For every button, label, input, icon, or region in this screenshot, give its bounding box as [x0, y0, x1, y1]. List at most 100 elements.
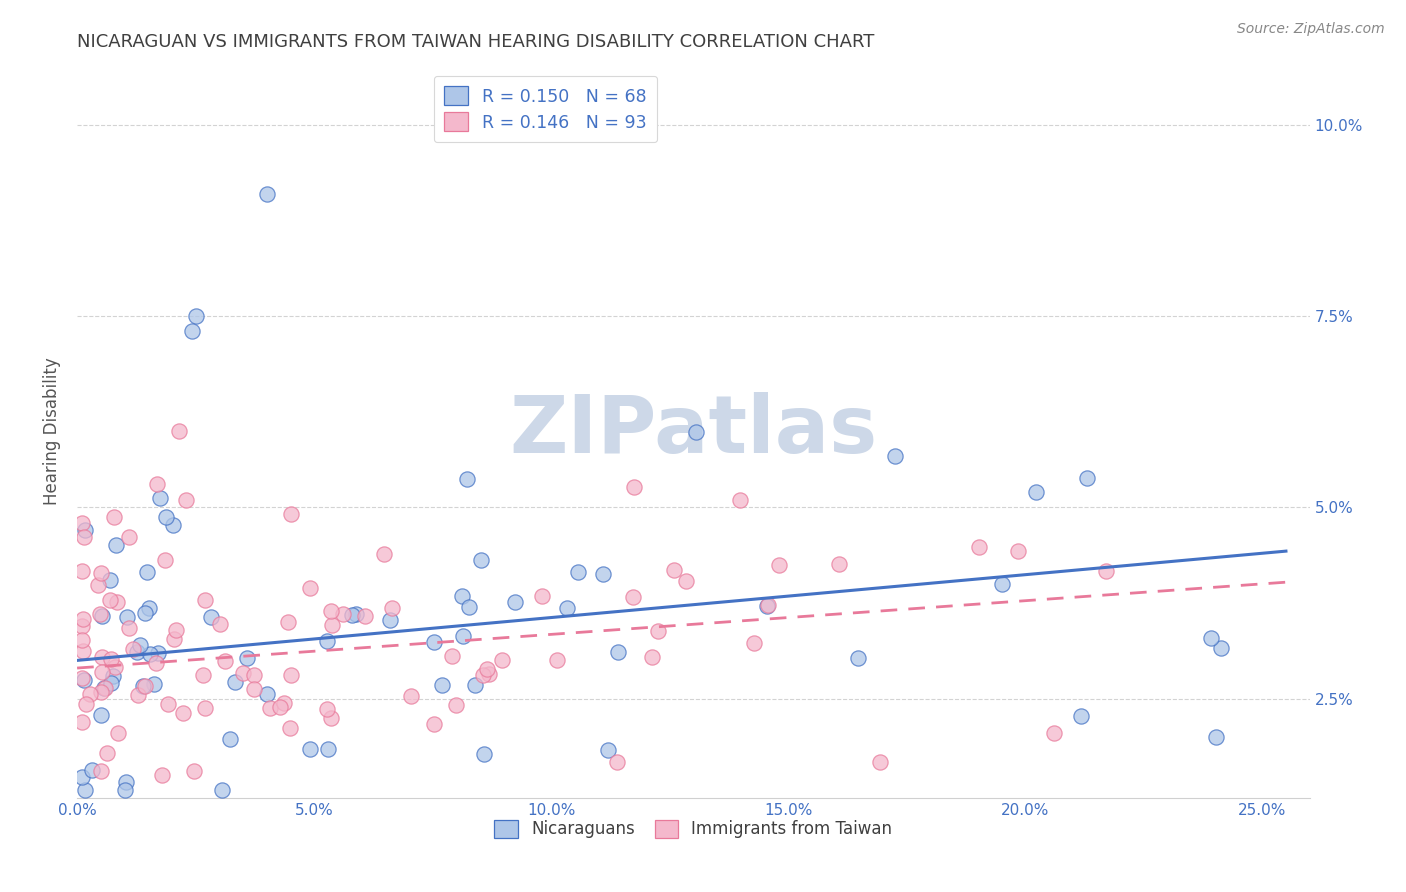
Point: [1025, 485, 1047, 500]
Point: [70, 565, 93, 579]
Point: [381, 601, 404, 615]
Point: [101, 669, 124, 683]
Point: [114, 775, 136, 789]
Point: [194, 701, 217, 715]
Point: [1095, 564, 1118, 578]
Point: [104, 660, 127, 674]
Point: [181, 324, 204, 338]
Point: [150, 768, 173, 782]
Point: [127, 645, 149, 659]
Point: [89, 607, 111, 622]
Point: [70, 619, 93, 633]
Point: [316, 634, 339, 648]
Point: [675, 574, 697, 588]
Point: [127, 688, 149, 702]
Point: [184, 309, 207, 323]
Point: [90, 685, 112, 699]
Point: [87, 577, 110, 591]
Point: [321, 711, 343, 725]
Point: [98, 593, 121, 607]
Point: [138, 601, 160, 615]
Point: [990, 577, 1012, 591]
Point: [464, 678, 486, 692]
Point: [118, 530, 141, 544]
Point: [243, 681, 266, 696]
Point: [444, 698, 467, 712]
Text: ZIPatlas: ZIPatlas: [509, 392, 877, 470]
Point: [453, 629, 475, 643]
Point: [478, 667, 501, 681]
Point: [457, 599, 479, 614]
Point: [846, 651, 869, 665]
Point: [685, 425, 707, 440]
Point: [224, 674, 246, 689]
Point: [143, 677, 166, 691]
Point: [107, 725, 129, 739]
Point: [557, 601, 579, 615]
Point: [153, 553, 176, 567]
Point: [75, 697, 97, 711]
Point: [157, 698, 180, 712]
Point: [70, 671, 93, 685]
Point: [194, 592, 217, 607]
Point: [172, 706, 194, 720]
Point: [105, 538, 128, 552]
Point: [596, 743, 619, 757]
Point: [503, 594, 526, 608]
Point: [1070, 708, 1092, 723]
Point: [80, 763, 103, 777]
Point: [90, 566, 112, 581]
Point: [354, 609, 377, 624]
Point: [967, 540, 990, 554]
Point: [256, 186, 278, 201]
Y-axis label: Hearing Disability: Hearing Disability: [44, 357, 60, 505]
Point: [1076, 471, 1098, 485]
Point: [218, 731, 240, 746]
Point: [136, 565, 159, 579]
Point: [70, 714, 93, 729]
Point: [647, 624, 669, 638]
Point: [73, 673, 96, 687]
Text: Source: ZipAtlas.com: Source: ZipAtlas.com: [1237, 22, 1385, 37]
Point: [423, 635, 446, 649]
Point: [72, 612, 94, 626]
Point: [423, 717, 446, 731]
Point: [163, 632, 186, 647]
Point: [162, 518, 184, 533]
Point: [70, 516, 93, 530]
Point: [869, 755, 891, 769]
Point: [662, 562, 685, 576]
Point: [298, 581, 321, 595]
Point: [183, 764, 205, 778]
Point: [491, 652, 513, 666]
Point: [299, 742, 322, 756]
Point: [607, 645, 630, 659]
Point: [401, 690, 423, 704]
Point: [91, 665, 114, 679]
Point: [90, 764, 112, 778]
Point: [176, 492, 198, 507]
Point: [214, 654, 236, 668]
Point: [1042, 725, 1064, 739]
Point: [103, 510, 125, 524]
Point: [96, 746, 118, 760]
Point: [132, 679, 155, 693]
Point: [744, 636, 766, 650]
Point: [728, 493, 751, 508]
Point: [100, 675, 122, 690]
Point: [105, 595, 128, 609]
Point: [91, 650, 114, 665]
Point: [100, 651, 122, 665]
Point: [98, 573, 121, 587]
Point: [114, 783, 136, 797]
Point: [827, 558, 849, 572]
Point: [321, 604, 343, 618]
Point: [209, 617, 232, 632]
Point: [1007, 544, 1029, 558]
Point: [134, 607, 156, 621]
Point: [315, 702, 337, 716]
Point: [1209, 641, 1232, 656]
Point: [342, 607, 364, 622]
Point: [883, 450, 905, 464]
Point: [316, 742, 339, 756]
